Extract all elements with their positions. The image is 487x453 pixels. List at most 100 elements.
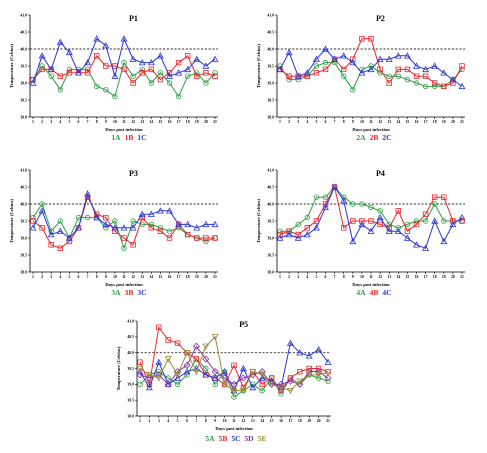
x-tick-label: 10	[113, 275, 117, 279]
data-point-3c	[93, 214, 101, 221]
x-tick-label: 3	[158, 419, 160, 423]
data-point-5d	[164, 380, 172, 388]
y-tick-label: 38.0	[267, 270, 274, 274]
x-tick-label: 13	[387, 275, 391, 279]
data-point-1b	[148, 66, 154, 73]
data-point-5b	[231, 362, 237, 369]
x-tick-label: 3	[50, 120, 52, 124]
data-point-1c	[102, 42, 110, 49]
data-point-1c	[111, 72, 119, 79]
x-tick-label: 11	[369, 275, 373, 279]
x-tick-label: 6	[186, 419, 188, 423]
x-tick-label: 19	[307, 419, 311, 423]
data-point-2b	[395, 66, 401, 73]
x-tick-label: 14	[260, 419, 264, 423]
x-tick-label: 18	[433, 275, 437, 279]
x-tick-label: 20	[451, 275, 455, 279]
y-tick-label: 38.0	[267, 115, 274, 119]
x-tick-label: 14	[149, 275, 153, 279]
data-point-3b	[148, 225, 154, 231]
data-point-5c	[324, 358, 332, 365]
y-tick-label: 40.0	[267, 47, 274, 51]
x-tick-label: 15	[406, 275, 410, 279]
data-point-5c	[258, 374, 266, 381]
x-tick-label: 3	[50, 275, 52, 279]
x-tick-label: 3	[297, 120, 299, 124]
data-point-1c	[175, 69, 183, 76]
data-point-1a	[57, 87, 63, 93]
data-point-2a	[286, 76, 292, 83]
x-tick-label: 17	[289, 419, 293, 423]
x-tick-label: 20	[451, 120, 455, 124]
data-point-5b	[268, 375, 275, 381]
data-point-5e	[164, 356, 172, 363]
data-point-5b	[278, 387, 284, 394]
series-line-4c	[279, 185, 463, 249]
y-tick-label: 40.0	[127, 351, 134, 355]
data-point-4c	[358, 220, 366, 228]
x-tick-label: 13	[140, 275, 144, 279]
x-tick-label: 13	[140, 120, 144, 124]
data-point-2c	[431, 62, 439, 69]
data-point-4a	[432, 201, 438, 207]
data-point-2c	[312, 55, 320, 62]
data-point-2b	[286, 73, 292, 79]
data-point-2a	[350, 87, 356, 93]
data-point-4a	[404, 221, 411, 228]
data-point-5b	[259, 381, 265, 388]
data-point-5a	[315, 375, 322, 381]
x-tick-label: 6	[325, 120, 327, 124]
x-tick-label: 1	[139, 419, 141, 423]
data-point-5e	[296, 378, 304, 385]
data-point-3a	[121, 245, 127, 251]
data-point-4c	[331, 183, 339, 190]
x-tick-label: 6	[78, 275, 80, 279]
series-5b	[137, 324, 331, 394]
x-tick-label: 4	[306, 275, 308, 279]
data-point-4b	[350, 218, 356, 224]
data-point-5b	[137, 359, 143, 365]
x-tick-label: 8	[343, 120, 345, 124]
data-point-5c	[211, 374, 219, 381]
x-tick-label: 12	[378, 120, 382, 124]
data-point-1c	[193, 55, 201, 62]
legend: 4A 4B 4C	[356, 288, 391, 297]
data-point-1a	[212, 70, 218, 76]
data-point-1b	[184, 53, 191, 59]
data-point-5c	[145, 383, 153, 391]
data-point-5e	[221, 381, 229, 388]
y-tick-label: 38.5	[267, 98, 274, 102]
data-point-3b	[30, 218, 36, 224]
x-tick-label: 2	[148, 419, 150, 423]
data-point-2b	[386, 80, 392, 86]
data-point-5b	[297, 368, 303, 375]
y-tick-label: 39.5	[20, 219, 27, 223]
data-point-1c	[166, 72, 173, 79]
data-point-5d	[230, 380, 238, 388]
y-tick-label: 40.5	[20, 30, 27, 34]
data-point-3b	[121, 235, 127, 241]
x-tick-label: 20	[317, 419, 321, 423]
data-point-5d	[239, 374, 247, 382]
data-point-4a	[322, 194, 329, 200]
data-point-1a	[148, 80, 154, 86]
legend-entry-4a: 4A	[356, 288, 366, 297]
data-point-1b	[57, 73, 63, 79]
x-tick-label: 10	[360, 120, 364, 124]
data-point-1a	[157, 70, 164, 76]
data-point-3a	[166, 228, 173, 234]
data-point-5e	[183, 349, 191, 357]
data-point-5e	[192, 368, 200, 376]
x-tick-label: 11	[369, 120, 373, 124]
data-point-3b	[57, 245, 63, 251]
data-point-4b	[422, 211, 429, 217]
data-point-1c	[184, 65, 192, 73]
data-point-1c	[47, 65, 55, 73]
y-tick-label: 39.5	[267, 219, 274, 223]
y-tick-label: 40.0	[267, 202, 274, 206]
data-point-5c	[164, 380, 172, 388]
x-tick-label: 8	[343, 275, 345, 279]
data-point-4c	[312, 224, 320, 231]
data-point-5c	[202, 371, 210, 378]
